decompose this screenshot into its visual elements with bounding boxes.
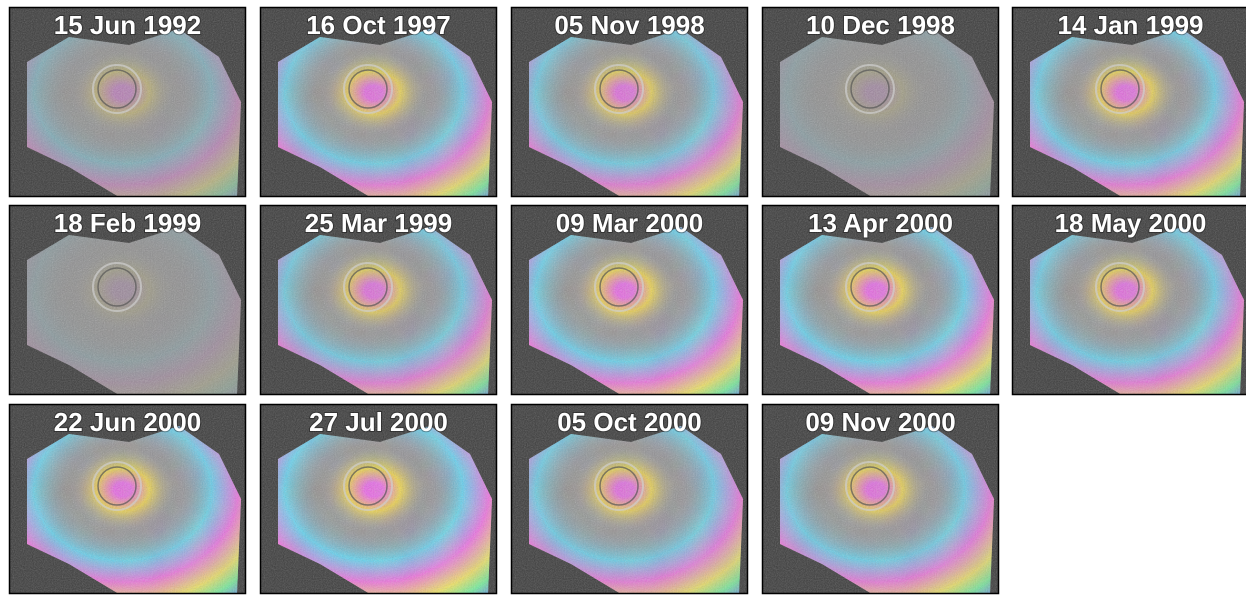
- panel-frame: [761, 6, 1000, 198]
- panel: 22 Jun 2000: [8, 403, 247, 595]
- crater: [343, 262, 393, 312]
- panel-frame: [761, 204, 1000, 396]
- crater-inner: [850, 267, 890, 307]
- panel-frame: [761, 403, 1000, 595]
- island: [780, 29, 994, 197]
- panel: 18 May 2000: [1011, 204, 1246, 396]
- panel: 14 Jan 1999: [1011, 6, 1246, 198]
- panel: 05 Nov 1998: [510, 6, 749, 198]
- panel-date-label: 14 Jan 1999: [1057, 10, 1203, 40]
- panel: 15 Jun 1992: [8, 6, 247, 198]
- crater-inner: [1100, 69, 1140, 109]
- panel-frame: [259, 403, 498, 595]
- panel: 09 Mar 2000: [510, 204, 749, 396]
- panel-date-label: 15 Jun 1992: [54, 10, 201, 40]
- crater: [343, 64, 393, 114]
- panel: 10 Dec 1998: [761, 6, 1000, 198]
- panel-frame: [1011, 6, 1246, 198]
- panel-date-label: 25 Mar 1999: [305, 208, 452, 238]
- panel-frame: [259, 204, 498, 396]
- panel: 18 Feb 1999: [8, 204, 247, 396]
- panel: 13 Apr 2000: [761, 204, 1000, 396]
- panel-frame: [510, 204, 749, 396]
- panel-date-label: 16 Oct 1997: [306, 10, 451, 40]
- crater: [594, 461, 644, 511]
- panel-date-label: 05 Nov 1998: [554, 10, 704, 40]
- crater: [845, 262, 895, 312]
- panel: 25 Mar 1999: [259, 204, 498, 396]
- panel: 27 Jul 2000: [259, 403, 498, 595]
- panel-frame: [8, 403, 247, 595]
- panel-frame: [510, 6, 749, 198]
- panel-date-label: 09 Mar 2000: [556, 208, 703, 238]
- panel-date-label: 27 Jul 2000: [309, 407, 448, 437]
- panel-date-label: 18 Feb 1999: [54, 208, 201, 238]
- panel-frame: [259, 6, 498, 198]
- crater: [845, 461, 895, 511]
- panel-date-label: 18 May 2000: [1055, 208, 1207, 238]
- crater-inner: [97, 69, 137, 109]
- crater: [845, 64, 895, 114]
- panel-frame: [8, 204, 247, 396]
- crater: [343, 461, 393, 511]
- panel-date-label: 09 Nov 2000: [805, 407, 955, 437]
- crater-inner: [348, 267, 388, 307]
- crater-inner: [348, 466, 388, 506]
- panel-frame: [8, 6, 247, 198]
- panel: 05 Oct 2000: [510, 403, 749, 595]
- panel-date-label: 05 Oct 2000: [557, 407, 702, 437]
- panel-date-label: 13 Apr 2000: [808, 208, 953, 238]
- crater: [1095, 262, 1145, 312]
- crater: [594, 64, 644, 114]
- crater-inner: [348, 69, 388, 109]
- panel-date-label: 10 Dec 1998: [806, 10, 955, 40]
- crater-inner: [97, 267, 137, 307]
- panel: 16 Oct 1997: [259, 6, 498, 198]
- crater-inner: [599, 69, 639, 109]
- island: [780, 426, 994, 594]
- crater-inner: [850, 466, 890, 506]
- crater: [1095, 64, 1145, 114]
- crater-inner: [97, 466, 137, 506]
- panel-frame: [510, 403, 749, 595]
- crater: [92, 262, 142, 312]
- crater: [594, 262, 644, 312]
- crater: [92, 64, 142, 114]
- panel-frame: [1011, 204, 1246, 396]
- crater-inner: [599, 466, 639, 506]
- crater-inner: [850, 69, 890, 109]
- crater: [92, 461, 142, 511]
- crater-inner: [1100, 267, 1140, 307]
- panel: 09 Nov 2000: [761, 403, 1000, 595]
- crater-inner: [599, 267, 639, 307]
- panel-date-label: 22 Jun 2000: [54, 407, 201, 437]
